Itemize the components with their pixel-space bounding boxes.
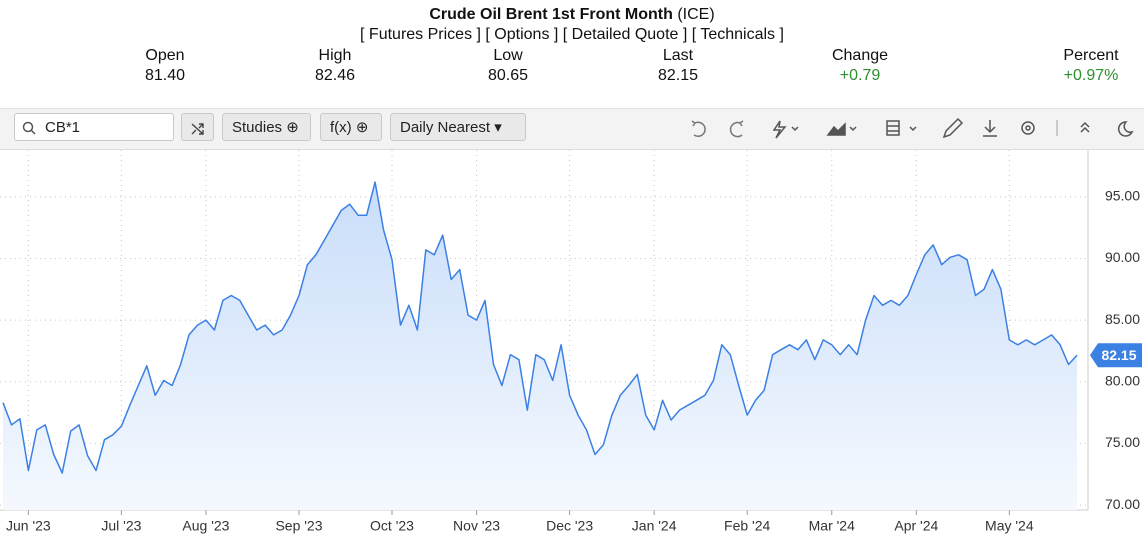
y-tick-label: 90.00 (1105, 249, 1140, 265)
last-price-label: 82.15 (1101, 347, 1136, 363)
download[interactable] (983, 120, 997, 137)
stat: Change +0.79 (780, 46, 940, 86)
x-tick-label: Oct '23 (370, 518, 414, 534)
settings[interactable] (1021, 121, 1035, 135)
x-tick-label: Jul '23 (101, 518, 141, 534)
stat-label: High (318, 47, 352, 64)
chart-type[interactable] (826, 122, 846, 136)
stat-value: 82.46 (314, 67, 356, 84)
stat-label: Change (831, 47, 889, 64)
link[interactable]: [ Detailed Quote ] (562, 26, 688, 43)
x-tick-label: Dec '23 (546, 518, 593, 534)
x-tick-label: Jun '23 (6, 518, 51, 534)
x-tick-label: Apr '24 (894, 518, 938, 534)
title: Crude Oil Brent 1st Front Month (429, 6, 673, 23)
stat-label: Last (662, 47, 694, 64)
link[interactable]: [ Technicals ] (691, 26, 784, 43)
x-tick-label: Feb '24 (724, 518, 770, 534)
period-label: Daily Nearest (400, 119, 491, 136)
x-tick-label: Nov '23 (453, 518, 500, 534)
search-icon (22, 121, 36, 135)
area (3, 182, 1077, 510)
stat-value: 82.15 (657, 67, 699, 84)
toolbar-icons (691, 117, 1134, 139)
collapse[interactable] (1080, 121, 1090, 133)
x-tick-label: Sep '23 (275, 518, 322, 534)
fx-button[interactable]: f(x) ⊕ (320, 113, 382, 141)
stat-value: 81.40 (144, 67, 186, 84)
stat-label: Open (145, 47, 185, 64)
x-tick-label: May '24 (985, 518, 1034, 534)
y-tick-label: 75.00 (1105, 434, 1140, 450)
studies-button[interactable]: Studies ⊕ (222, 113, 311, 141)
y-tick-label: 70.00 (1105, 496, 1140, 512)
links: [ Futures Prices ] [ Options ] [ Detaile… (0, 26, 1144, 44)
stat: Percent +0.97% (1011, 46, 1144, 86)
y-tick-label: 95.00 (1105, 188, 1140, 204)
last-price-badge (1090, 343, 1142, 368)
pencil[interactable] (942, 117, 964, 139)
fx-label: f(x) (330, 119, 352, 136)
y-tick-label: 85.00 (1105, 311, 1140, 327)
x-tick-label: Jan '24 (632, 518, 677, 534)
stat-label: Low (493, 47, 523, 64)
link[interactable]: [ Futures Prices ] (360, 26, 481, 43)
y-tick-label: 80.00 (1105, 372, 1140, 388)
toolbar: CB*1 Studies ⊕ f(x) ⊕ Daily Nearest ▾ (0, 108, 1144, 150)
undo[interactable] (691, 120, 706, 138)
shuffle-icon (191, 123, 204, 135)
stat-value: 80.65 (487, 67, 529, 84)
draw-tool[interactable] (772, 120, 787, 139)
stat: Low 80.65 (428, 46, 588, 86)
link[interactable]: [ Options ] (485, 26, 559, 43)
x-tick-label: Aug '23 (182, 518, 229, 534)
stat-value: +0.97% (1063, 67, 1119, 84)
redo[interactable] (729, 120, 744, 138)
compare-button[interactable] (181, 113, 214, 141)
stat: High 82.46 (255, 46, 415, 86)
exchange: (ICE) (677, 6, 715, 23)
stat-label: Percent (1063, 47, 1119, 64)
stat: Last 82.15 (598, 46, 758, 86)
stat: Open 81.40 (85, 46, 245, 86)
studies-label: Studies (232, 119, 283, 136)
symbol-search[interactable]: CB*1 (14, 113, 174, 141)
stat-value: +0.79 (839, 67, 881, 84)
layout[interactable] (886, 120, 900, 136)
theme[interactable] (1117, 121, 1134, 137)
period-button[interactable]: Daily Nearest ▾ (390, 113, 526, 141)
price-line (2, 181, 1078, 474)
title-row: Crude Oil Brent 1st Front Month (ICE) (0, 6, 1144, 24)
x-tick-label: Mar '24 (809, 518, 855, 534)
